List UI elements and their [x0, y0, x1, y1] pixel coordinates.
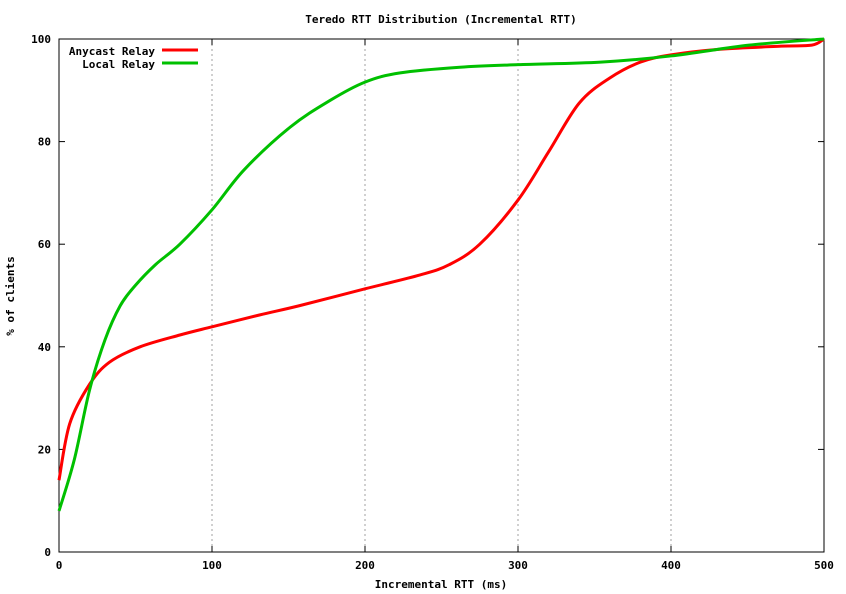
x-tick-label: 500: [814, 559, 834, 572]
x-tick-label: 400: [661, 559, 681, 572]
plot-frame: [58, 38, 825, 553]
chart-title: Teredo RTT Distribution (Incremental RTT…: [305, 13, 577, 26]
x-tick-label: 300: [508, 559, 528, 572]
x-tick-label: 200: [355, 559, 375, 572]
series-line-anycast: [57, 37, 825, 481]
y-tick-label: 20: [38, 443, 51, 456]
x-tick-label: 100: [202, 559, 222, 572]
y-tick-label: 0: [44, 546, 51, 559]
x-axis-label: Incremental RTT (ms): [375, 578, 507, 591]
legend-label-anycast: Anycast Relay: [69, 45, 155, 58]
series-line-local: [57, 37, 825, 512]
legend: Anycast Relay Local Relay: [69, 45, 198, 71]
y-tick-label: 40: [38, 341, 51, 354]
ticks: 0 100 200 300 400 500 0 20 40 60 80 100: [31, 33, 834, 572]
legend-label-local: Local Relay: [82, 58, 155, 71]
series: [57, 37, 825, 512]
y-tick-label: 100: [31, 33, 51, 46]
y-tick-label: 60: [38, 238, 51, 251]
grid: [211, 39, 672, 552]
y-axis-label: % of clients: [4, 256, 17, 335]
x-tick-label: 0: [56, 559, 63, 572]
y-tick-label: 80: [38, 136, 51, 149]
